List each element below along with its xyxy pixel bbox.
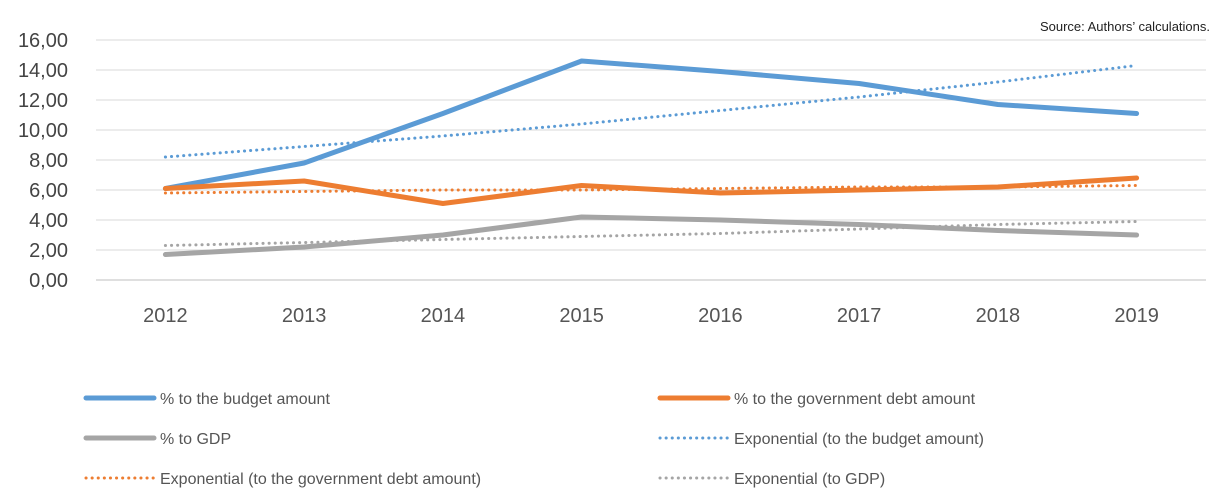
source-note: Source: Authors’ calculations. xyxy=(1039,19,1210,34)
x-tick-label: 2015 xyxy=(559,305,604,327)
x-axis-ticks: 2012 2013 2014 2015 2016 2017 2018 2019 xyxy=(143,305,1159,327)
y-tick-label: 0,00 xyxy=(29,270,68,292)
y-tick-label: 6,00 xyxy=(29,180,68,202)
y-axis-ticks: 0,00 2,00 4,00 6,00 8,00 10,00 12,00 14,00 16,00 xyxy=(18,30,68,292)
x-tick-label: 2012 xyxy=(143,305,188,327)
x-tick-label: 2018 xyxy=(976,305,1021,327)
y-tick-label: 10,00 xyxy=(18,120,68,142)
legend-label: % to the government debt amount xyxy=(734,391,976,408)
series-lines xyxy=(162,58,1140,257)
x-tick-label: 2014 xyxy=(421,305,466,327)
x-tick-label: 2019 xyxy=(1114,305,1159,327)
x-tick-label: 2013 xyxy=(282,305,327,327)
legend-label: Exponential (to the budget amount) xyxy=(734,431,984,448)
y-tick-label: 2,00 xyxy=(29,240,68,262)
y-tick-label: 16,00 xyxy=(18,30,68,52)
x-tick-label: 2017 xyxy=(837,305,882,327)
y-tick-label: 4,00 xyxy=(29,210,68,232)
legend-label: Exponential (to GDP) xyxy=(734,471,885,488)
series-line xyxy=(163,64,1139,159)
y-tick-label: 14,00 xyxy=(18,60,68,82)
series-line xyxy=(162,214,1140,257)
y-tick-label: 8,00 xyxy=(29,150,68,172)
x-tick-label: 2016 xyxy=(698,305,743,327)
y-tick-label: 12,00 xyxy=(18,90,68,112)
legend-label: % to the budget amount xyxy=(160,391,330,408)
series-line xyxy=(162,58,1140,191)
series-line xyxy=(163,220,1139,247)
legend-label: Exponential (to the government debt amou… xyxy=(160,471,481,488)
legend-label: % to GDP xyxy=(160,431,231,448)
legend: % to the budget amount % to the governmen… xyxy=(83,391,984,488)
series-line xyxy=(162,175,1140,206)
